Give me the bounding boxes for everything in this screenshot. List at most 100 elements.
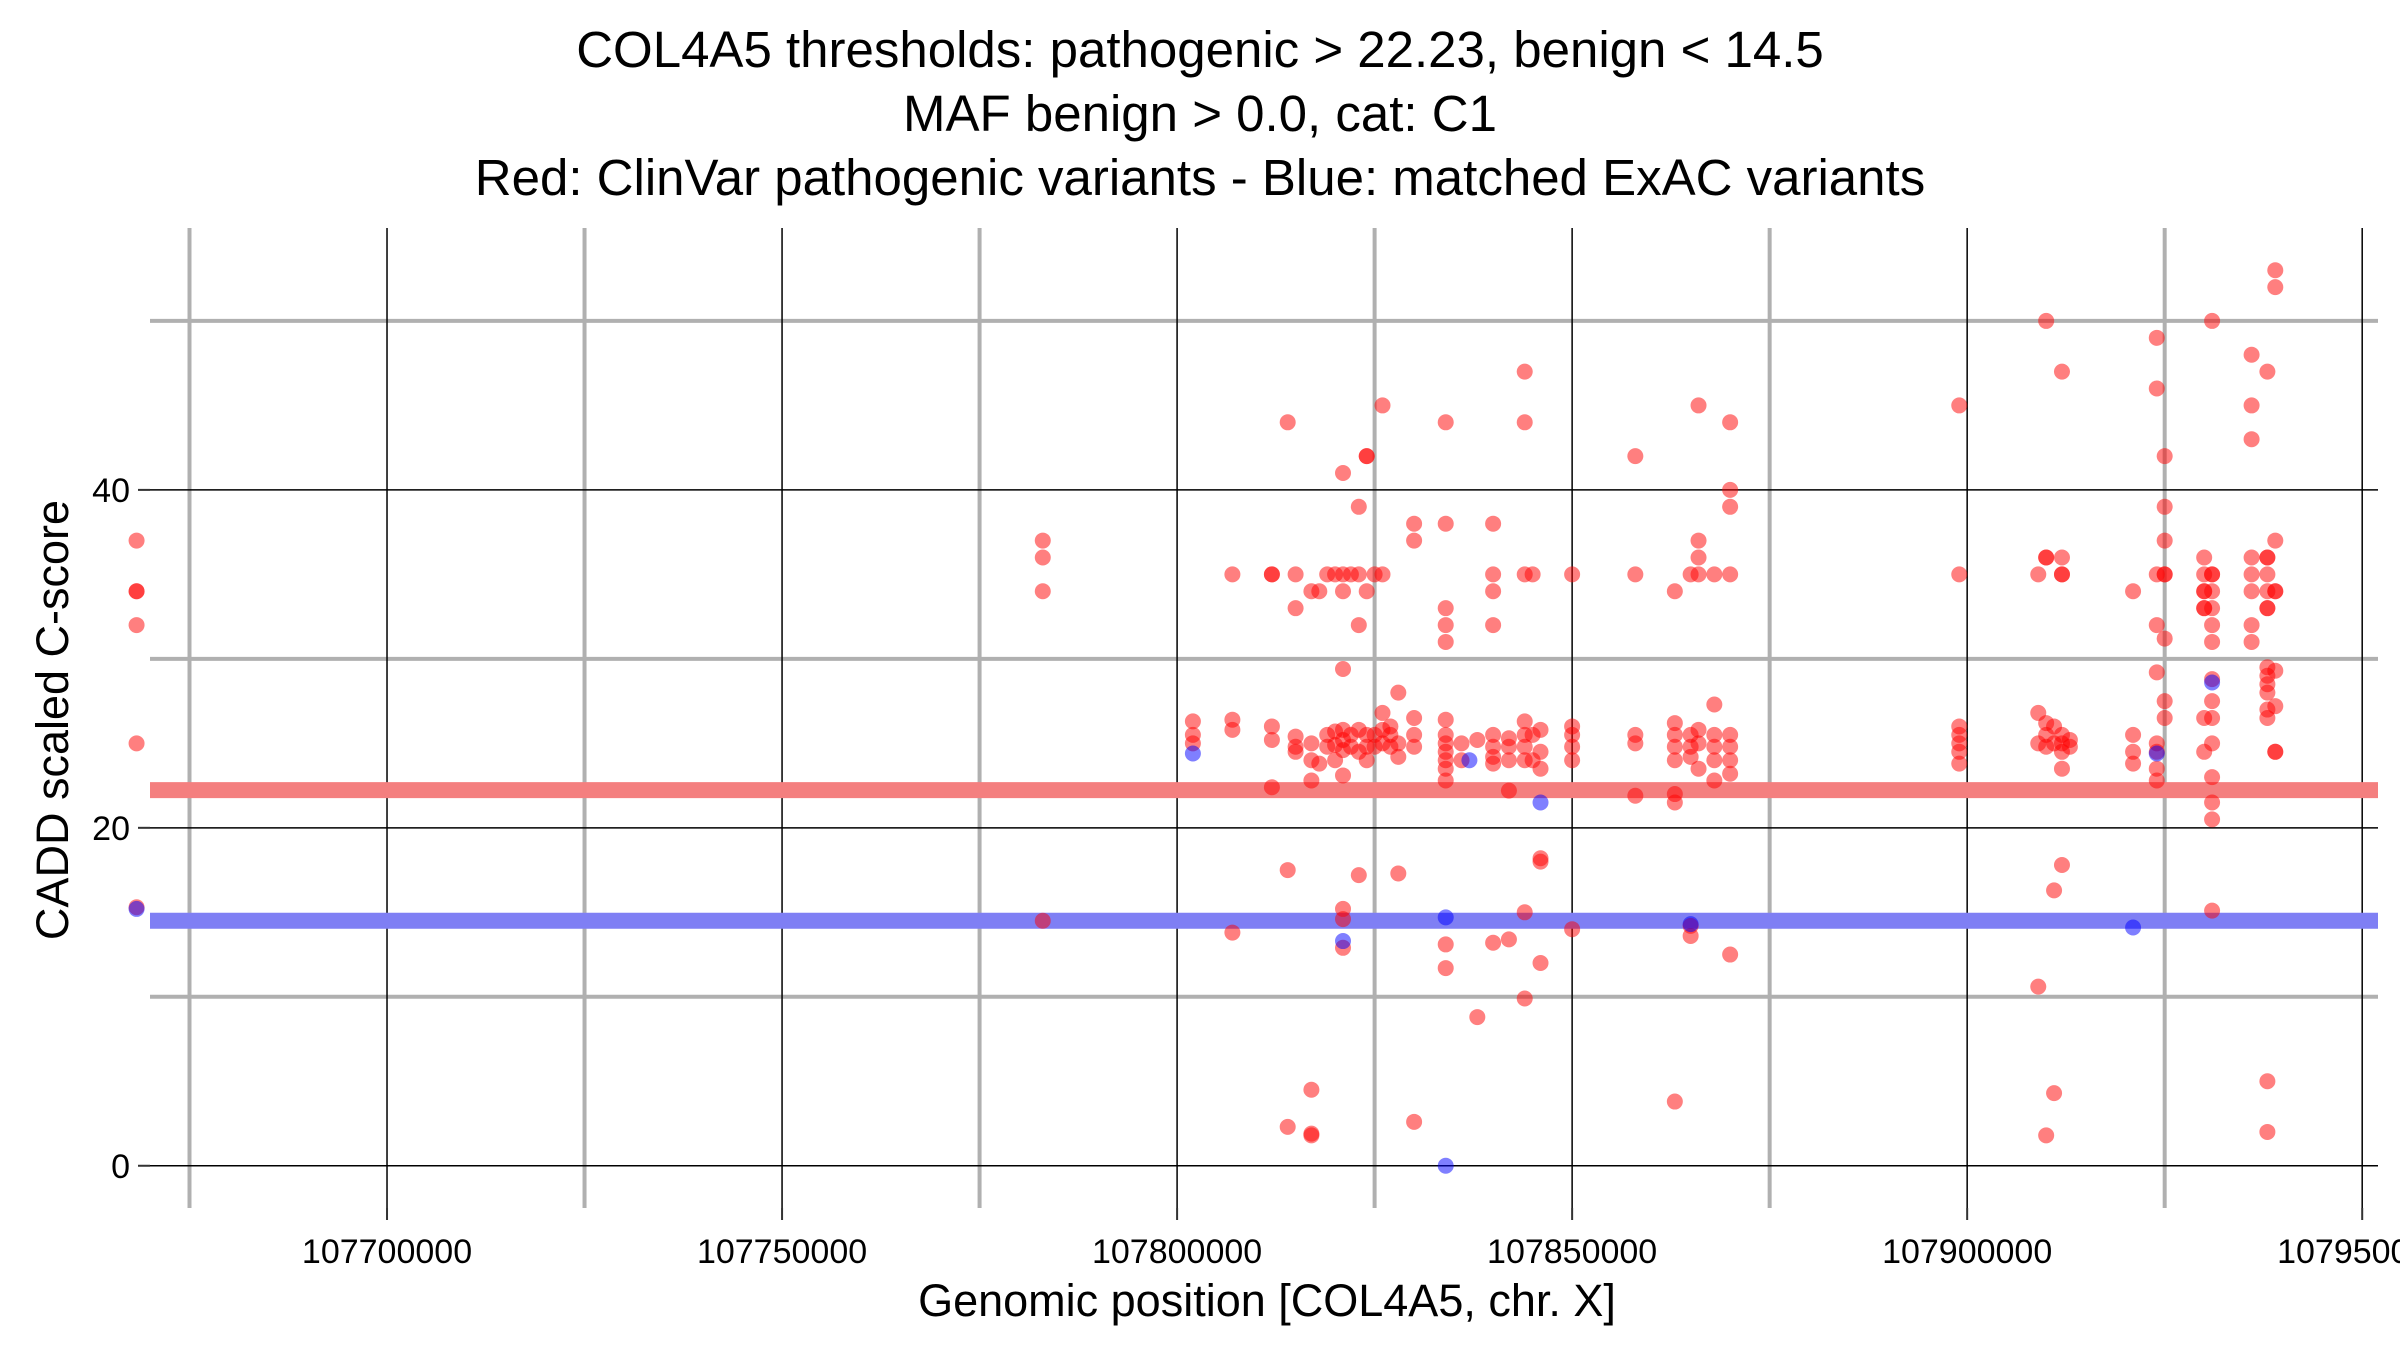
clinvar-variant-point [1485, 726, 1502, 743]
exac-variant-point [1184, 745, 1201, 762]
clinvar-variant-point [1666, 752, 1683, 769]
clinvar-variant-point [128, 735, 145, 752]
clinvar-variant-point [1690, 735, 1707, 752]
clinvar-variant-point [1311, 583, 1328, 600]
clinvar-variant-point [1722, 738, 1739, 755]
clinvar-variant-point [1564, 726, 1581, 743]
clinvar-variant-point [1706, 566, 1723, 583]
exac-variant-point [1437, 1157, 1454, 1174]
clinvar-variant-point [1722, 566, 1739, 583]
clinvar-variant-point [1390, 735, 1407, 752]
clinvar-variant-point [1350, 617, 1367, 634]
clinvar-variant-point [1666, 1093, 1683, 1110]
clinvar-variant-point [1406, 738, 1423, 755]
clinvar-variant-point [1564, 566, 1581, 583]
clinvar-variant-point [2267, 262, 2284, 279]
clinvar-variant-point [1311, 755, 1328, 772]
clinvar-variant-point [1706, 772, 1723, 789]
clinvar-variant-point [2243, 566, 2260, 583]
y-tick-label: 40 [92, 472, 130, 510]
clinvar-variant-point [2053, 760, 2070, 777]
clinvar-variant-point [2148, 380, 2165, 397]
clinvar-variant-point [1706, 726, 1723, 743]
clinvar-variant-point [2243, 431, 2260, 448]
clinvar-variant-point [1374, 566, 1391, 583]
clinvar-variant-point [2148, 760, 2165, 777]
clinvar-variant-point [2148, 617, 2165, 634]
clinvar-variant-point [1706, 738, 1723, 755]
clinvar-variant-point [2156, 448, 2173, 465]
clinvar-variant-point [2046, 1085, 2063, 1102]
clinvar-variant-point [1627, 735, 1644, 752]
clinvar-variant-point [1358, 448, 1375, 465]
y-tick-label: 20 [92, 810, 130, 848]
clinvar-variant-point [2204, 735, 2221, 752]
clinvar-variant-point [1390, 748, 1407, 765]
clinvar-variant-point [1690, 532, 1707, 549]
clinvar-variant-point [2204, 312, 2221, 329]
clinvar-variant-point [1034, 912, 1051, 929]
clinvar-variant-point [1469, 1009, 1486, 1026]
clinvar-variant-point [2148, 329, 2165, 346]
clinvar-variant-point [2259, 549, 2276, 566]
clinvar-variant-point [2156, 630, 2173, 647]
clinvar-variant-point [2267, 532, 2284, 549]
clinvar-variant-point [1706, 696, 1723, 713]
clinvar-variant-point [2148, 772, 2165, 789]
clinvar-variant-point [1263, 779, 1280, 796]
clinvar-variant-point [1564, 752, 1581, 769]
data-points [128, 262, 2284, 1174]
clinvar-variant-point [2053, 549, 2070, 566]
clinvar-variant-point [1682, 927, 1699, 944]
y-axis-label: CADD scaled C-score [27, 500, 78, 940]
clinvar-variant-point [2259, 710, 2276, 726]
clinvar-variant-point [1437, 600, 1454, 617]
exac-variant-point [1461, 752, 1478, 769]
clinvar-variant-point [1335, 661, 1352, 677]
clinvar-variant-point [1627, 448, 1644, 465]
clinvar-variant-point [2204, 794, 2221, 811]
clinvar-variant-point [2243, 583, 2260, 600]
clinvar-variant-point [1666, 794, 1683, 811]
clinvar-variant-point [1350, 867, 1367, 884]
x-tick-label: 107700000 [302, 1233, 472, 1271]
clinvar-variant-point [1516, 363, 1533, 380]
clinvar-variant-point [1390, 865, 1407, 882]
clinvar-variant-point [1453, 735, 1470, 752]
clinvar-variant-point [2053, 566, 2070, 583]
clinvar-variant-point [1500, 738, 1517, 755]
clinvar-variant-point [1485, 583, 1502, 600]
clinvar-variant-point [1184, 713, 1201, 730]
clinvar-variant-point [1437, 414, 1454, 431]
threshold-lines [150, 782, 2378, 929]
clinvar-variant-point [1516, 904, 1533, 921]
clinvar-variant-point [1500, 752, 1517, 769]
clinvar-variant-point [1627, 566, 1644, 583]
clinvar-variant-point [2204, 617, 2221, 634]
chart-title-line-1: COL4A5 thresholds: pathogenic > 22.23, b… [576, 21, 1824, 78]
clinvar-variant-point [1500, 931, 1517, 948]
clinvar-variant-point [1437, 633, 1454, 650]
clinvar-variant-point [2259, 684, 2276, 701]
clinvar-variant-point [1358, 752, 1375, 769]
clinvar-variant-point [2259, 566, 2276, 583]
clinvar-variant-point [1485, 617, 1502, 634]
clinvar-variant-point [2259, 1123, 2276, 1140]
clinvar-variant-point [1287, 600, 1304, 617]
clinvar-variant-point [1485, 934, 1502, 951]
clinvar-variant-point [1263, 731, 1280, 748]
clinvar-variant-point [1666, 715, 1683, 732]
clinvar-variant-point [1532, 955, 1549, 971]
clinvar-variant-point [2259, 600, 2276, 617]
clinvar-variant-point [2267, 698, 2284, 715]
clinvar-variant-point [1682, 748, 1699, 765]
clinvar-variant-point [2243, 397, 2260, 414]
clinvar-variant-point [1951, 755, 1968, 772]
clinvar-variant-point [2156, 532, 2173, 549]
clinvar-variant-point [1516, 990, 1533, 1007]
clinvar-variant-point [2204, 693, 2221, 710]
clinvar-variant-point [1500, 782, 1517, 799]
clinvar-variant-point [1287, 743, 1304, 760]
clinvar-variant-point [1666, 726, 1683, 743]
clinvar-variant-point [1303, 1081, 1320, 1098]
